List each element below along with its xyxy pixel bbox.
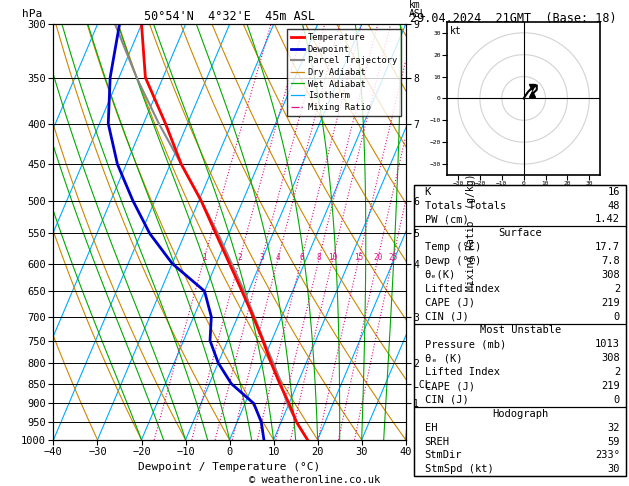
Text: 6: 6	[299, 253, 304, 262]
Legend: Temperature, Dewpoint, Parcel Trajectory, Dry Adiabat, Wet Adiabat, Isotherm, Mi: Temperature, Dewpoint, Parcel Trajectory…	[287, 29, 401, 116]
Text: K: K	[425, 187, 431, 197]
Text: Dewp (°C): Dewp (°C)	[425, 256, 481, 266]
Text: SREH: SREH	[425, 436, 450, 447]
Text: 30: 30	[608, 464, 620, 474]
Text: kt: kt	[450, 26, 462, 36]
Text: CAPE (J): CAPE (J)	[425, 298, 474, 308]
Text: 32: 32	[608, 423, 620, 433]
Text: Most Unstable: Most Unstable	[479, 326, 561, 335]
Text: 29.04.2024  21GMT  (Base: 18): 29.04.2024 21GMT (Base: 18)	[410, 12, 616, 25]
Text: Totals Totals: Totals Totals	[425, 201, 506, 210]
Text: 16: 16	[608, 187, 620, 197]
Text: 308: 308	[601, 270, 620, 280]
Text: 1: 1	[202, 253, 207, 262]
Text: 219: 219	[601, 381, 620, 391]
Text: CIN (J): CIN (J)	[425, 312, 468, 322]
Text: 20: 20	[374, 253, 382, 262]
Text: Lifted Index: Lifted Index	[425, 284, 499, 294]
Text: 59: 59	[608, 436, 620, 447]
Text: 25: 25	[389, 253, 398, 262]
Text: θₑ (K): θₑ (K)	[425, 353, 462, 363]
Text: 2: 2	[614, 367, 620, 377]
Text: 4: 4	[276, 253, 281, 262]
Text: 1013: 1013	[595, 339, 620, 349]
Text: Pressure (mb): Pressure (mb)	[425, 339, 506, 349]
Text: EH: EH	[425, 423, 437, 433]
Title: 50°54'N  4°32'E  45m ASL: 50°54'N 4°32'E 45m ASL	[144, 10, 315, 23]
Text: hPa: hPa	[22, 9, 42, 19]
Bar	[414, 407, 626, 476]
Text: 0: 0	[614, 312, 620, 322]
Text: 7.8: 7.8	[601, 256, 620, 266]
Text: 1.42: 1.42	[595, 214, 620, 225]
Bar	[414, 226, 626, 324]
Bar	[414, 185, 626, 226]
Text: Lifted Index: Lifted Index	[425, 367, 499, 377]
Text: PW (cm): PW (cm)	[425, 214, 468, 225]
Text: CAPE (J): CAPE (J)	[425, 381, 474, 391]
Text: θₑ(K): θₑ(K)	[425, 270, 456, 280]
Text: Surface: Surface	[498, 228, 542, 238]
Text: 48: 48	[608, 201, 620, 210]
Text: 8: 8	[317, 253, 321, 262]
Text: 233°: 233°	[595, 451, 620, 460]
Text: 10: 10	[328, 253, 338, 262]
Text: 2: 2	[614, 284, 620, 294]
Text: 15: 15	[354, 253, 364, 262]
Text: © weatheronline.co.uk: © weatheronline.co.uk	[249, 474, 380, 485]
Text: 3: 3	[260, 253, 264, 262]
Text: CIN (J): CIN (J)	[425, 395, 468, 405]
X-axis label: Dewpoint / Temperature (°C): Dewpoint / Temperature (°C)	[138, 462, 321, 471]
Text: StmSpd (kt): StmSpd (kt)	[425, 464, 493, 474]
Text: km
ASL: km ASL	[409, 0, 427, 19]
Text: StmDir: StmDir	[425, 451, 462, 460]
Text: 308: 308	[601, 353, 620, 363]
Text: Hodograph: Hodograph	[492, 409, 548, 419]
Text: Temp (°C): Temp (°C)	[425, 242, 481, 252]
Bar	[414, 324, 626, 407]
Y-axis label: Mixing Ratio  (g/kg): Mixing Ratio (g/kg)	[465, 174, 476, 291]
Text: 0: 0	[614, 395, 620, 405]
Text: 17.7: 17.7	[595, 242, 620, 252]
Text: 219: 219	[601, 298, 620, 308]
Text: 2: 2	[238, 253, 242, 262]
